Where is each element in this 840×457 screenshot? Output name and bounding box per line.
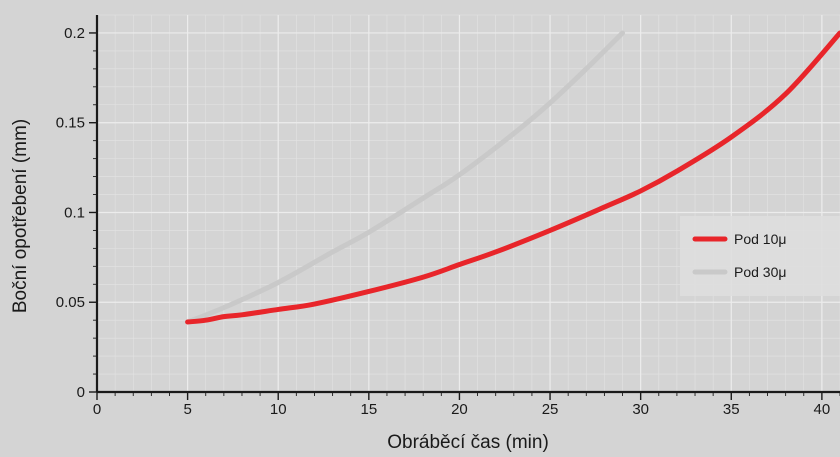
y-tick-label: 0.05 xyxy=(56,294,85,311)
x-tick-label: 15 xyxy=(360,401,377,418)
x-tick-label: 25 xyxy=(542,401,559,418)
x-tick-label: 10 xyxy=(270,401,287,418)
legend: Pod 10μ Pod 30μ xyxy=(680,216,840,296)
legend-label-pod-10: Pod 10μ xyxy=(734,231,786,247)
axes xyxy=(89,15,840,400)
y-axis-title: Boční opotřebení (mm) xyxy=(10,119,31,313)
series-layer xyxy=(185,30,840,325)
x-tick-label: 5 xyxy=(183,401,191,418)
legend-label-pod-30: Pod 30μ xyxy=(734,264,786,280)
y-tick-label: 0 xyxy=(77,384,85,401)
x-tick-label: 40 xyxy=(814,401,831,418)
y-tick-label: 0.2 xyxy=(64,25,85,42)
major-grid xyxy=(96,15,840,393)
minor-grid xyxy=(96,14,840,393)
tick-labels: 0 5 10 15 20 25 30 35 40 0 0.05 0.1 0.15 0.2 xyxy=(56,25,830,418)
y-tick-label: 0.15 xyxy=(56,115,85,132)
x-axis-title: Obráběcí čas (min) xyxy=(387,432,549,453)
x-tick-label: 20 xyxy=(451,401,468,418)
legend-box xyxy=(680,216,840,296)
x-tick-label: 0 xyxy=(93,401,101,418)
series-line-0 xyxy=(185,30,840,325)
y-tick-label: 0.1 xyxy=(64,204,85,221)
x-tick-label: 35 xyxy=(723,401,740,418)
series-line-1 xyxy=(185,30,626,325)
x-tick-label: 30 xyxy=(632,401,649,418)
